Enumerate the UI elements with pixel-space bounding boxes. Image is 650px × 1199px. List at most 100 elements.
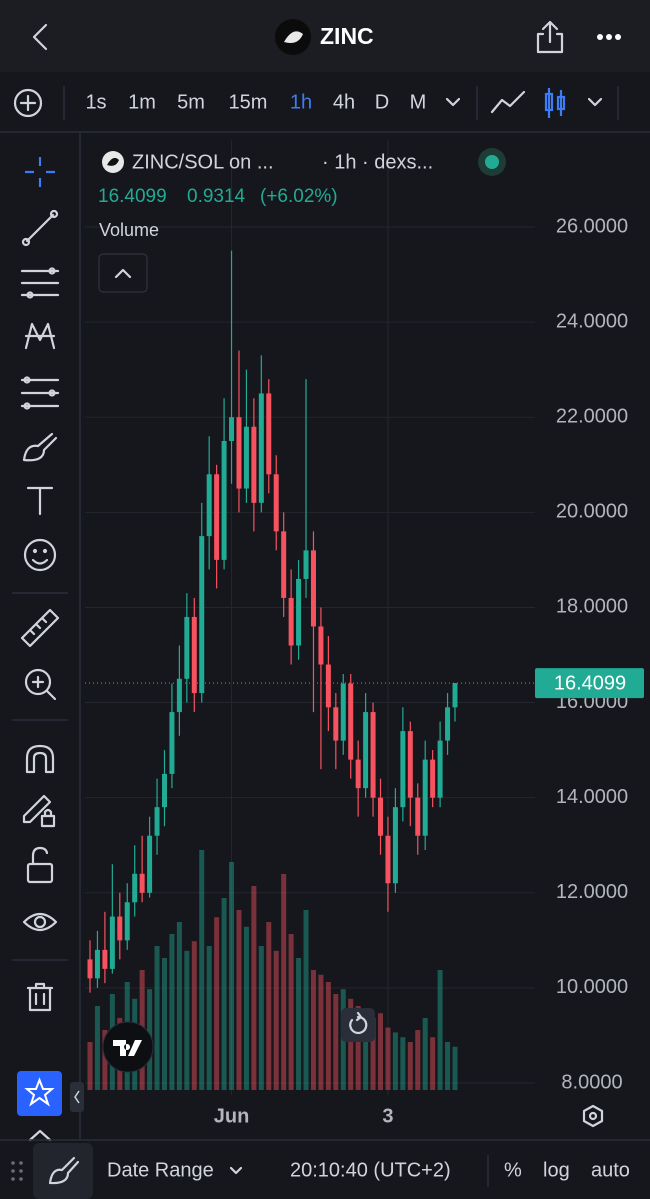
volume-bar bbox=[154, 946, 160, 1090]
volume-bar bbox=[221, 898, 227, 1090]
candle-body bbox=[236, 417, 242, 489]
candle-body bbox=[430, 759, 436, 798]
settings-button[interactable] bbox=[582, 1104, 604, 1128]
candle-body bbox=[184, 616, 190, 679]
volume-bar bbox=[102, 1030, 108, 1090]
candle-body bbox=[266, 393, 272, 475]
candle-body bbox=[385, 835, 391, 884]
candle-chart-button[interactable] bbox=[544, 88, 566, 118]
interval-button[interactable]: 4h bbox=[333, 91, 355, 113]
candle-body bbox=[407, 731, 413, 798]
interval-button[interactable]: 15m bbox=[229, 91, 268, 113]
lock-drawings-tool[interactable] bbox=[22, 794, 56, 828]
candle-body bbox=[199, 536, 205, 694]
percent-toggle[interactable]: % bbox=[504, 1159, 522, 1181]
trend-line-tool[interactable] bbox=[21, 209, 59, 247]
back-button[interactable] bbox=[32, 23, 48, 51]
settings-dot bbox=[588, 1111, 598, 1121]
candle-body bbox=[303, 550, 309, 579]
y-tick-label: 8.0000 bbox=[561, 1071, 622, 1093]
favorites-button[interactable] bbox=[17, 1071, 62, 1116]
volume-bar bbox=[303, 910, 309, 1090]
toolbar bbox=[0, 72, 650, 132]
add-button[interactable] bbox=[13, 88, 43, 118]
volume-bar bbox=[370, 1018, 376, 1090]
candle-body bbox=[139, 873, 145, 893]
interval-button[interactable]: 1m bbox=[128, 91, 156, 113]
log-toggle[interactable]: log bbox=[543, 1159, 570, 1181]
brush-tool[interactable] bbox=[22, 432, 58, 462]
measure-tool[interactable] bbox=[20, 608, 60, 648]
candle-body bbox=[445, 707, 451, 741]
candle-body bbox=[258, 393, 264, 503]
volume-bar bbox=[325, 982, 331, 1090]
volume-bar bbox=[251, 886, 257, 1090]
visibility-tool[interactable] bbox=[22, 912, 58, 932]
volume-bar bbox=[236, 910, 242, 1090]
more-button[interactable] bbox=[597, 34, 621, 40]
y-tick-label: 18.0000 bbox=[556, 596, 628, 618]
magnet-tool[interactable] bbox=[25, 744, 55, 774]
header-title: ZINC bbox=[320, 23, 374, 49]
emoji-tool[interactable] bbox=[23, 538, 57, 572]
zoom-tool[interactable] bbox=[24, 668, 57, 701]
date-range-button[interactable]: Date Range bbox=[107, 1159, 214, 1181]
volume-bar bbox=[392, 1032, 398, 1090]
status-dot bbox=[485, 155, 499, 169]
candle-body bbox=[154, 807, 160, 836]
interval-button[interactable]: M bbox=[410, 91, 427, 113]
horizontal-lines-tool[interactable] bbox=[20, 267, 60, 299]
text-tool[interactable] bbox=[26, 486, 54, 516]
brush-favorite[interactable] bbox=[33, 1143, 93, 1199]
collapse-legend[interactable] bbox=[98, 253, 148, 293]
candle-body bbox=[310, 550, 316, 627]
delete-tool[interactable] bbox=[26, 982, 54, 1012]
y-tick-label: 24.0000 bbox=[556, 310, 628, 332]
chart-type-menu[interactable] bbox=[587, 97, 603, 107]
volume-bar bbox=[378, 1013, 384, 1090]
interval-menu[interactable] bbox=[445, 97, 461, 107]
volume-bar bbox=[243, 926, 249, 1090]
volume-bar bbox=[191, 941, 197, 1090]
volume-bar bbox=[296, 958, 302, 1090]
lock-tool[interactable] bbox=[26, 846, 54, 884]
reset-chart[interactable] bbox=[341, 1008, 375, 1042]
brand-logo bbox=[113, 1040, 142, 1056]
share-button[interactable] bbox=[536, 20, 564, 54]
candle-body bbox=[94, 949, 100, 979]
y-tick-label: 10.0000 bbox=[556, 976, 628, 998]
line-chart-button[interactable] bbox=[490, 90, 526, 114]
candle-body bbox=[348, 683, 354, 760]
clock: 20:10:40 (UTC+2) bbox=[290, 1159, 451, 1181]
volume-bar bbox=[273, 950, 279, 1090]
drag-handle[interactable] bbox=[11, 1161, 23, 1181]
candle-body bbox=[281, 531, 287, 598]
candle-body bbox=[296, 578, 302, 646]
collapse-tools[interactable] bbox=[70, 1082, 84, 1112]
pattern-tool[interactable] bbox=[24, 322, 56, 350]
auto-toggle[interactable]: auto bbox=[591, 1159, 630, 1181]
volume-bar bbox=[310, 970, 316, 1090]
collapse-legend-arrow bbox=[114, 268, 132, 279]
interval-button[interactable]: 1h bbox=[290, 91, 312, 113]
reset-icon bbox=[349, 1011, 368, 1035]
pair-logo-mark bbox=[107, 157, 119, 166]
interval-button[interactable]: 5m bbox=[177, 91, 205, 113]
volume-bar bbox=[355, 1006, 361, 1090]
more-tools[interactable] bbox=[28, 1129, 52, 1142]
fib-tool[interactable] bbox=[20, 376, 60, 410]
candle-body bbox=[333, 707, 339, 741]
volume-bar bbox=[452, 1046, 458, 1090]
candle-body bbox=[392, 807, 398, 884]
candle-body bbox=[355, 759, 361, 789]
volume-bar bbox=[161, 958, 167, 1090]
candle-body bbox=[206, 474, 212, 537]
x-tick-label: 3 bbox=[382, 1105, 393, 1127]
crosshair-tool[interactable] bbox=[25, 157, 55, 187]
volume-bar bbox=[407, 1042, 413, 1090]
candle-body bbox=[169, 712, 175, 774]
collapse-arrow bbox=[74, 1090, 80, 1104]
interval-button[interactable]: D bbox=[375, 91, 389, 113]
interval-button[interactable]: 1s bbox=[85, 91, 106, 113]
